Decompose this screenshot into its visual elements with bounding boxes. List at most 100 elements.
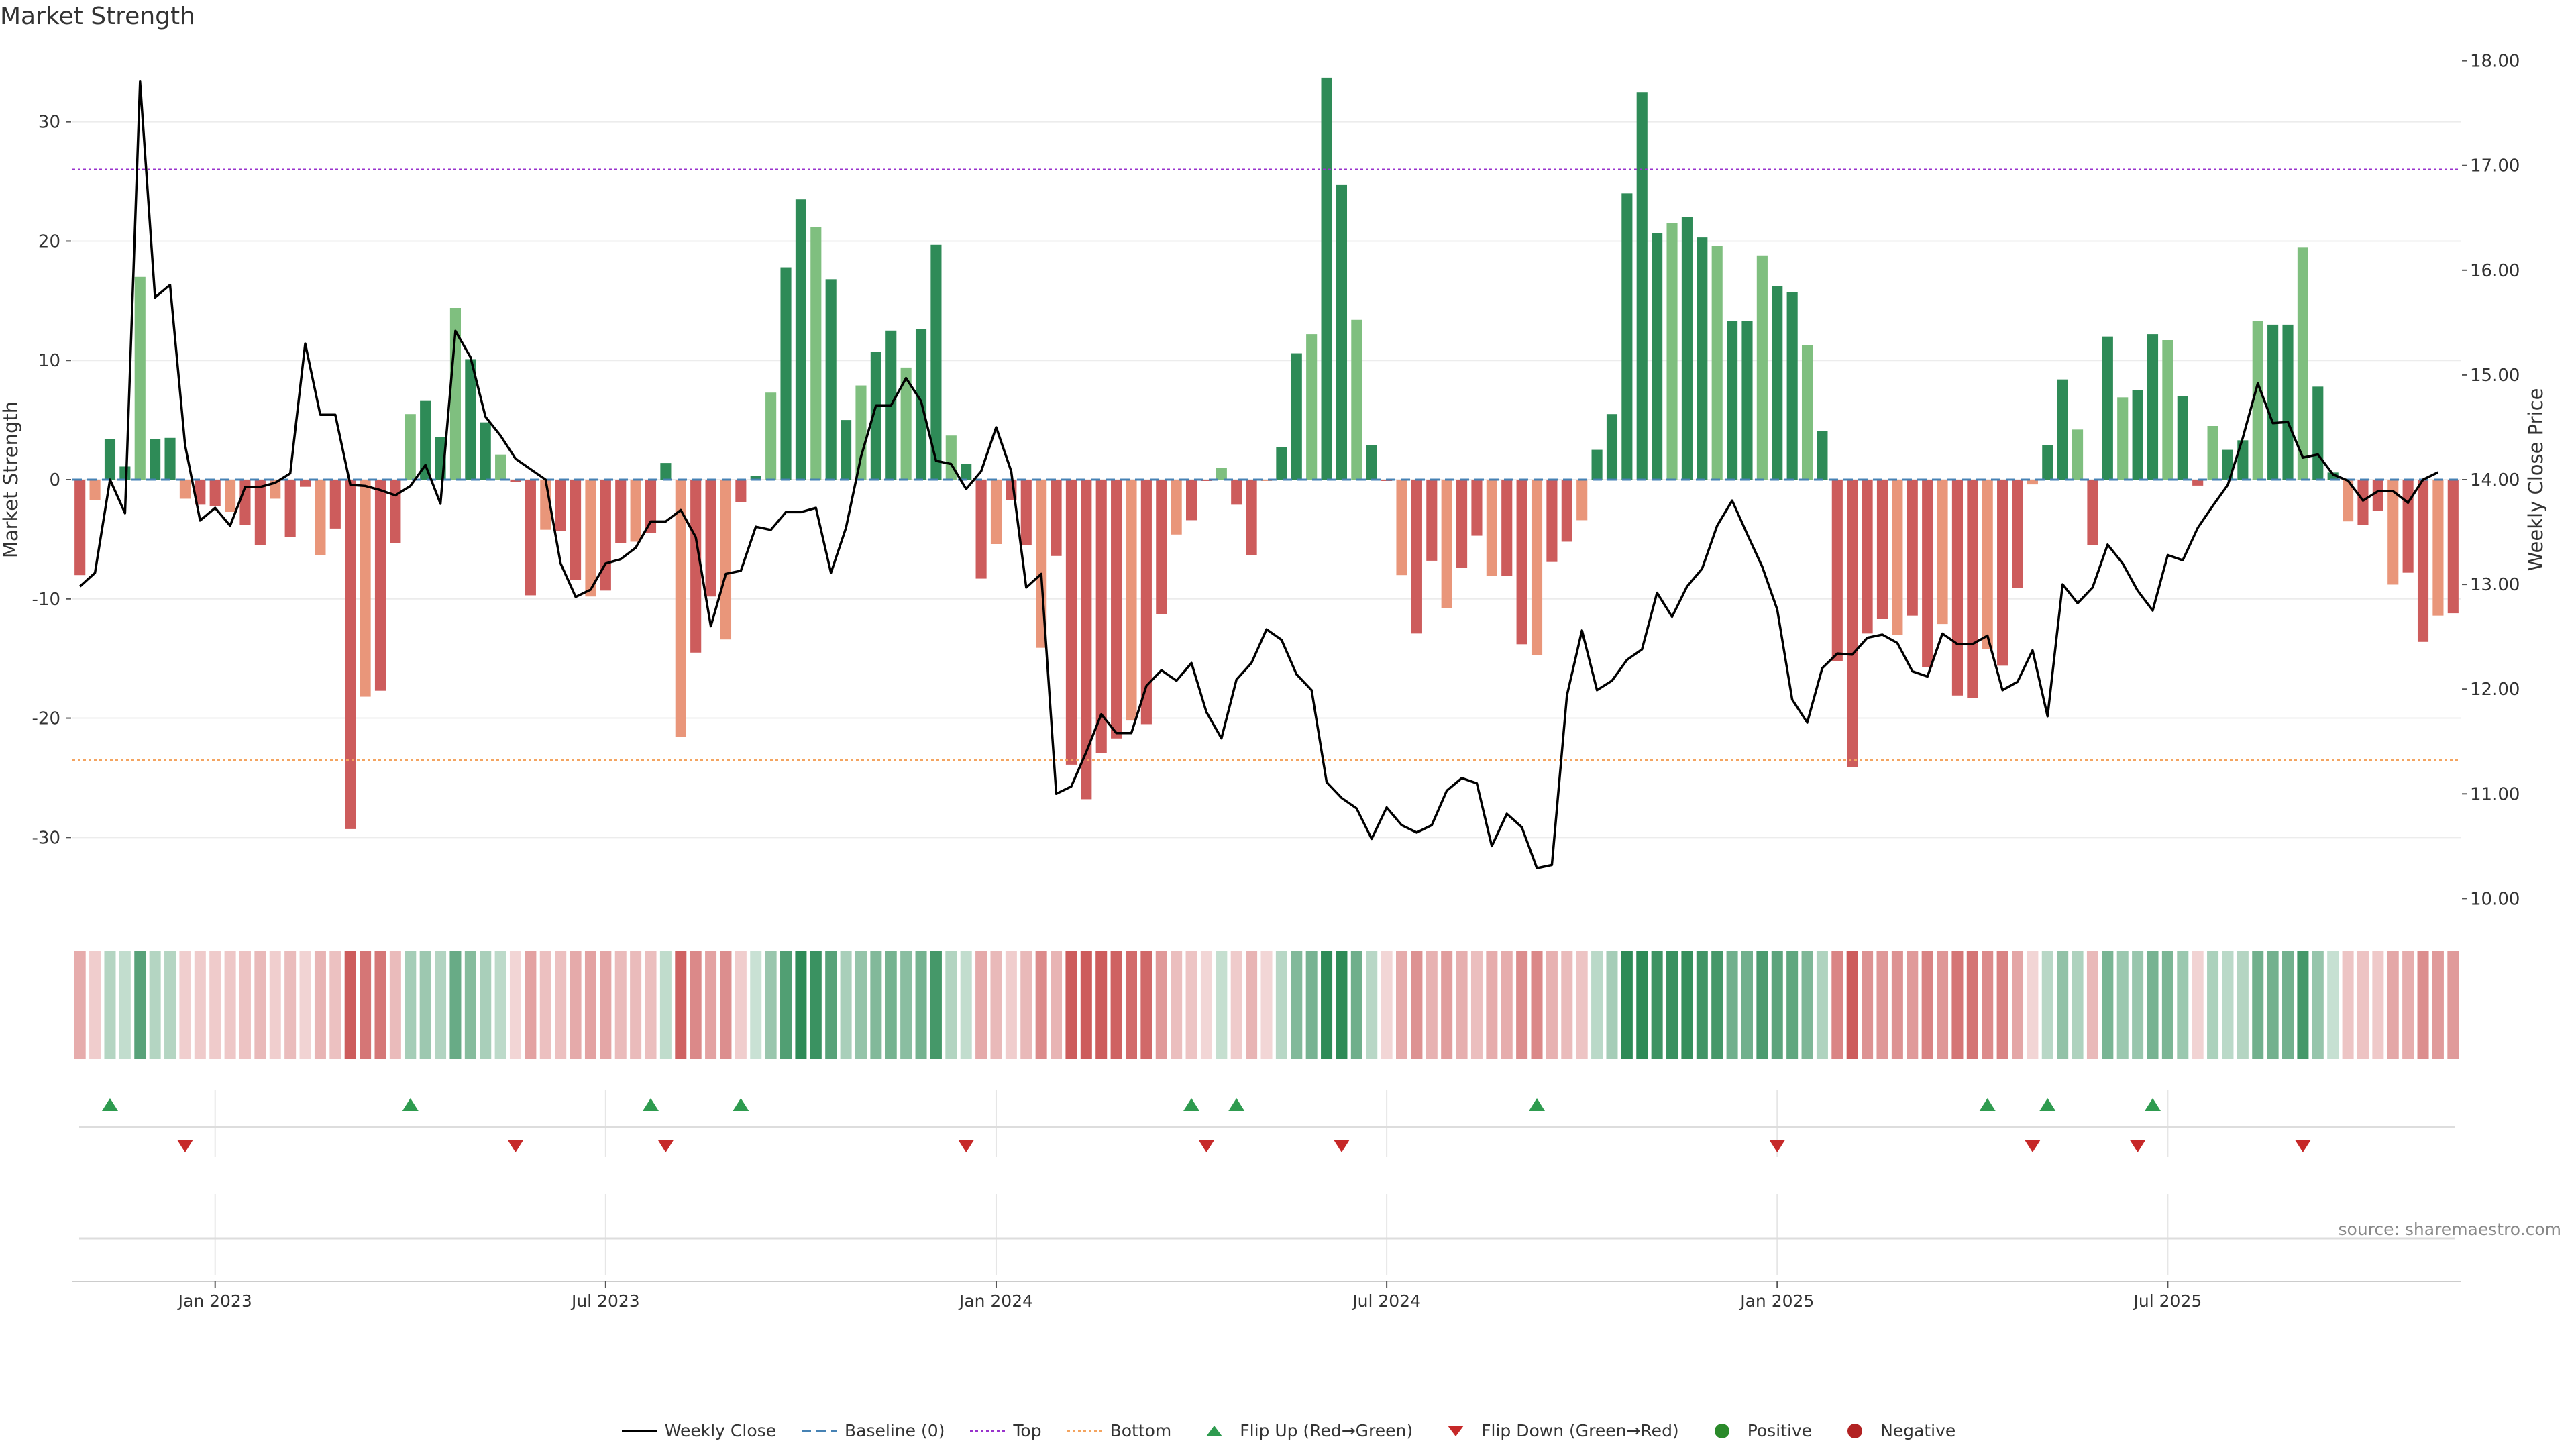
strength-bar: [1862, 480, 1873, 634]
legend-item-flip_down[interactable]: Flip Down (Green→Red): [1437, 1421, 1679, 1440]
x-tick-label: Jul 2025: [2133, 1291, 2202, 1311]
flip-down-marker: [657, 1140, 674, 1152]
heat-cell: [900, 951, 912, 1059]
strength-bar: [2402, 480, 2414, 573]
heat-cell: [2342, 951, 2354, 1059]
strength-bar: [1140, 480, 1152, 724]
x-axis: Jan 2023 Jul 2023 Jan 2024 Jul 2024 Jan 2025…: [72, 1281, 2461, 1311]
heat-cell: [1110, 951, 1122, 1059]
strength-bar: [2312, 386, 2324, 480]
strength-bar: [2357, 480, 2369, 525]
y-axis-right: 10.00 11.00 12.00 13.00 14.00 15.00 16.00 17.00…: [2462, 52, 2547, 909]
strength-bar: [2177, 396, 2188, 480]
strength-bar: [1817, 431, 1828, 480]
heat-cell: [1336, 951, 1348, 1059]
flip-down-marker: [1198, 1140, 1215, 1152]
flip-marker-band: [79, 1098, 2455, 1152]
heat-cell: [1651, 951, 1663, 1059]
flip-up-marker: [1529, 1098, 1546, 1111]
heat-cell: [119, 951, 131, 1059]
swatch-positive: [1714, 1423, 1729, 1438]
strength-bar: [405, 414, 416, 480]
heat-cell: [1260, 951, 1273, 1059]
legend-item-baseline[interactable]: Baseline (0): [800, 1421, 945, 1440]
strength-bar: [134, 276, 146, 480]
heat-cell: [1200, 951, 1212, 1059]
strength-bar: [1321, 77, 1332, 480]
flip-up-marker: [1183, 1098, 1200, 1111]
legend-item-negative[interactable]: Negative: [1836, 1421, 1955, 1440]
strength-bar: [209, 480, 221, 506]
strength-bar: [1276, 447, 1287, 480]
heat-cell: [555, 951, 567, 1059]
heat-cell: [1216, 951, 1228, 1059]
heat-cell: [464, 951, 476, 1059]
strength-bar: [810, 227, 822, 480]
strength-bar: [465, 359, 476, 480]
strength-bar: [1216, 468, 1227, 480]
strength-bar: [2147, 334, 2159, 480]
heat-cell: [2102, 951, 2114, 1059]
heat-cell: [1291, 951, 1303, 1059]
legend-item-close[interactable]: Weekly Close: [621, 1421, 776, 1440]
strength-bar: [1486, 480, 1497, 576]
x-tick-label: Jan 2025: [1739, 1291, 1814, 1311]
strength-bar: [179, 480, 191, 499]
strength-bar: [1937, 480, 1948, 625]
heat-cell: [584, 951, 596, 1059]
heat-cell: [765, 951, 777, 1059]
legend-item-flip_up[interactable]: Flip Up (Red→Green): [1195, 1421, 1413, 1440]
strength-bar: [1951, 480, 1963, 696]
heat-cell: [614, 951, 627, 1059]
strength-bars: [74, 77, 2459, 829]
strength-bar: [780, 267, 792, 480]
legend: Weekly Close Baseline (0) Top Bottom Flip Up…: [0, 1421, 2576, 1440]
legend-item-positive[interactable]: Positive: [1703, 1421, 1812, 1440]
strength-bar: [195, 480, 206, 505]
heat-cell: [930, 951, 942, 1059]
strength-bar: [1260, 480, 1273, 481]
strength-bar: [299, 480, 311, 487]
strength-bar: [2447, 480, 2459, 614]
heat-cell: [1921, 951, 1933, 1059]
strength-bar: [1291, 353, 1302, 480]
y-tick-label: 10: [38, 351, 60, 371]
y2-tick-label: 13.00: [2470, 575, 2520, 595]
strength-bar: [1786, 292, 1798, 480]
heat-cell: [810, 951, 822, 1059]
heat-cell: [1155, 951, 1167, 1059]
strength-bar: [1907, 480, 1918, 616]
y2-tick-label: 18.00: [2470, 52, 2520, 72]
heat-cell: [1366, 951, 1378, 1059]
heat-cell: [419, 951, 431, 1059]
heat-cell: [1470, 951, 1483, 1059]
source-note: source: sharemaestro.com: [2338, 1220, 2562, 1239]
strength-bar: [720, 480, 732, 640]
strength-bar: [1531, 480, 1543, 655]
y-tick-label: -30: [32, 828, 60, 848]
strength-bar: [1171, 480, 1182, 535]
strength-bar: [150, 439, 161, 480]
flip-down-marker: [2129, 1140, 2146, 1152]
heat-cell: [975, 951, 987, 1059]
heat-cell: [1486, 951, 1498, 1059]
strength-bar: [1741, 321, 1753, 480]
heat-cell: [1801, 951, 1813, 1059]
legend-item-bottom[interactable]: Bottom: [1066, 1421, 1171, 1440]
flip-down-marker: [507, 1140, 524, 1152]
y-tick-label: -10: [32, 590, 60, 610]
strength-bar: [525, 480, 536, 596]
heat-cell: [960, 951, 972, 1059]
heat-cell: [1862, 951, 1874, 1059]
legend-swatch-baseline: [802, 1430, 837, 1432]
heat-cell: [855, 951, 867, 1059]
flip-down-marker: [958, 1140, 975, 1152]
legend-swatch-negative: [1847, 1423, 1863, 1438]
strength-bar: [420, 400, 431, 480]
legend-item-top[interactable]: Top: [969, 1421, 1042, 1440]
strength-bar: [1471, 480, 1483, 536]
strength-bar: [675, 480, 686, 737]
strength-bar: [1546, 480, 1558, 562]
heat-cell: [480, 951, 492, 1059]
heat-cell: [2267, 951, 2279, 1059]
